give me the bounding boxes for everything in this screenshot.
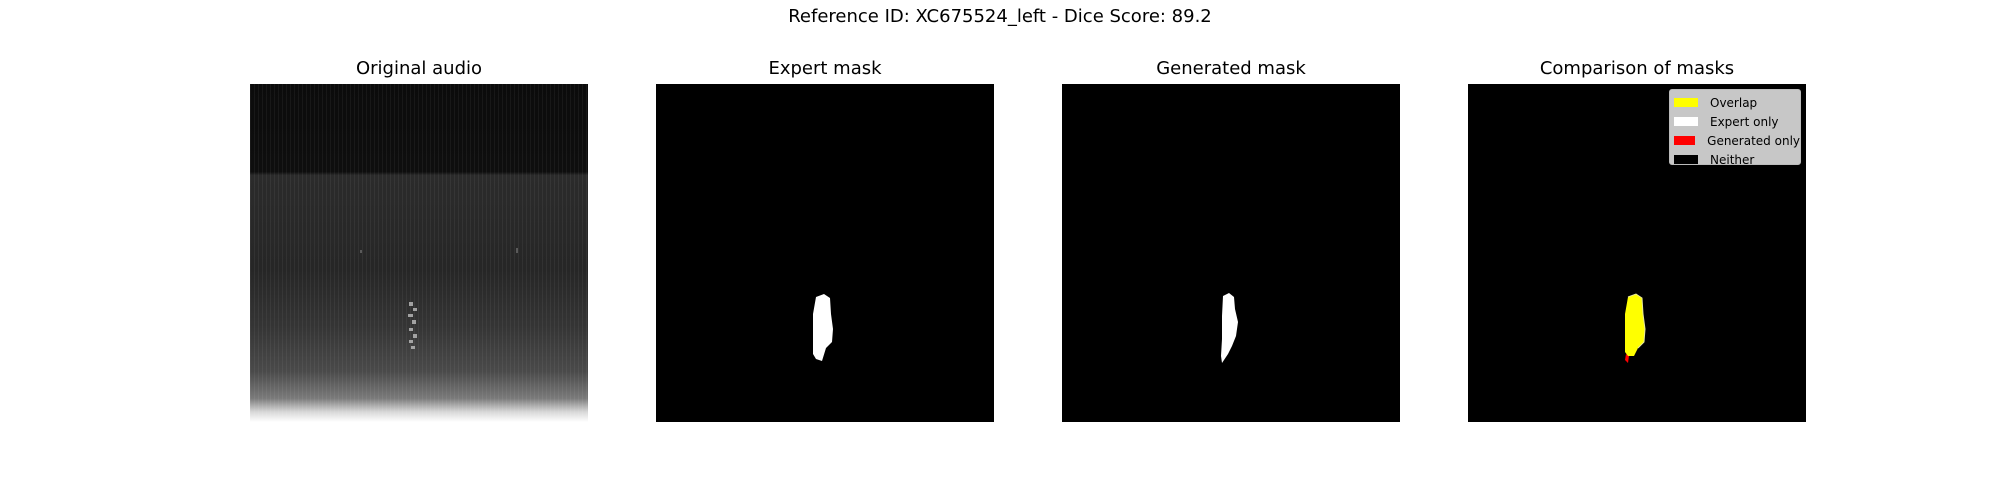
legend-swatch-overlap — [1674, 98, 1698, 107]
legend-item-generated-only: Generated only — [1670, 131, 1800, 150]
legend-swatch-expert-only — [1674, 117, 1698, 126]
overlap-region — [1625, 294, 1645, 356]
legend-item-neither: Neither — [1670, 150, 1800, 169]
spectrogram-panel — [250, 84, 588, 422]
comparison-panel: Overlap Expert only Generated only Neith… — [1468, 84, 1806, 422]
legend-label-neither: Neither — [1710, 152, 1755, 167]
legend-item-overlap: Overlap — [1670, 93, 1800, 112]
legend-label-expert-only: Expert only — [1710, 114, 1779, 129]
panel-title-generated-mask: Generated mask — [1156, 58, 1306, 79]
panel-title-original-audio: Original audio — [355, 58, 483, 79]
expert-mask-image — [813, 294, 833, 361]
legend-item-expert-only: Expert only — [1670, 112, 1800, 131]
expert-only-edge — [1627, 293, 1646, 349]
legend: Overlap Expert only Generated only Neith… — [1669, 89, 1801, 167]
bird-call-signal — [408, 302, 417, 349]
generated-only-region — [1625, 354, 1629, 363]
comparison-image — [1625, 293, 1646, 363]
panel-title-expert-mask: Expert mask — [768, 58, 882, 79]
generated-mask-region — [1221, 293, 1238, 363]
figure-suptitle: Reference ID: XC675524_left - Dice Score… — [788, 6, 1212, 27]
generated-mask-panel — [1062, 84, 1400, 422]
spectrogram-image — [250, 84, 588, 422]
expert-mask-panel — [656, 84, 994, 422]
generated-mask-image — [1221, 293, 1238, 363]
legend-label-overlap: Overlap — [1710, 95, 1758, 110]
legend-swatch-neither — [1674, 155, 1698, 164]
panel-title-comparison: Comparison of masks — [1539, 58, 1735, 79]
legend-swatch-generated-only — [1674, 136, 1696, 145]
legend-label-generated-only: Generated only — [1707, 133, 1800, 148]
expert-mask-region — [813, 294, 833, 361]
